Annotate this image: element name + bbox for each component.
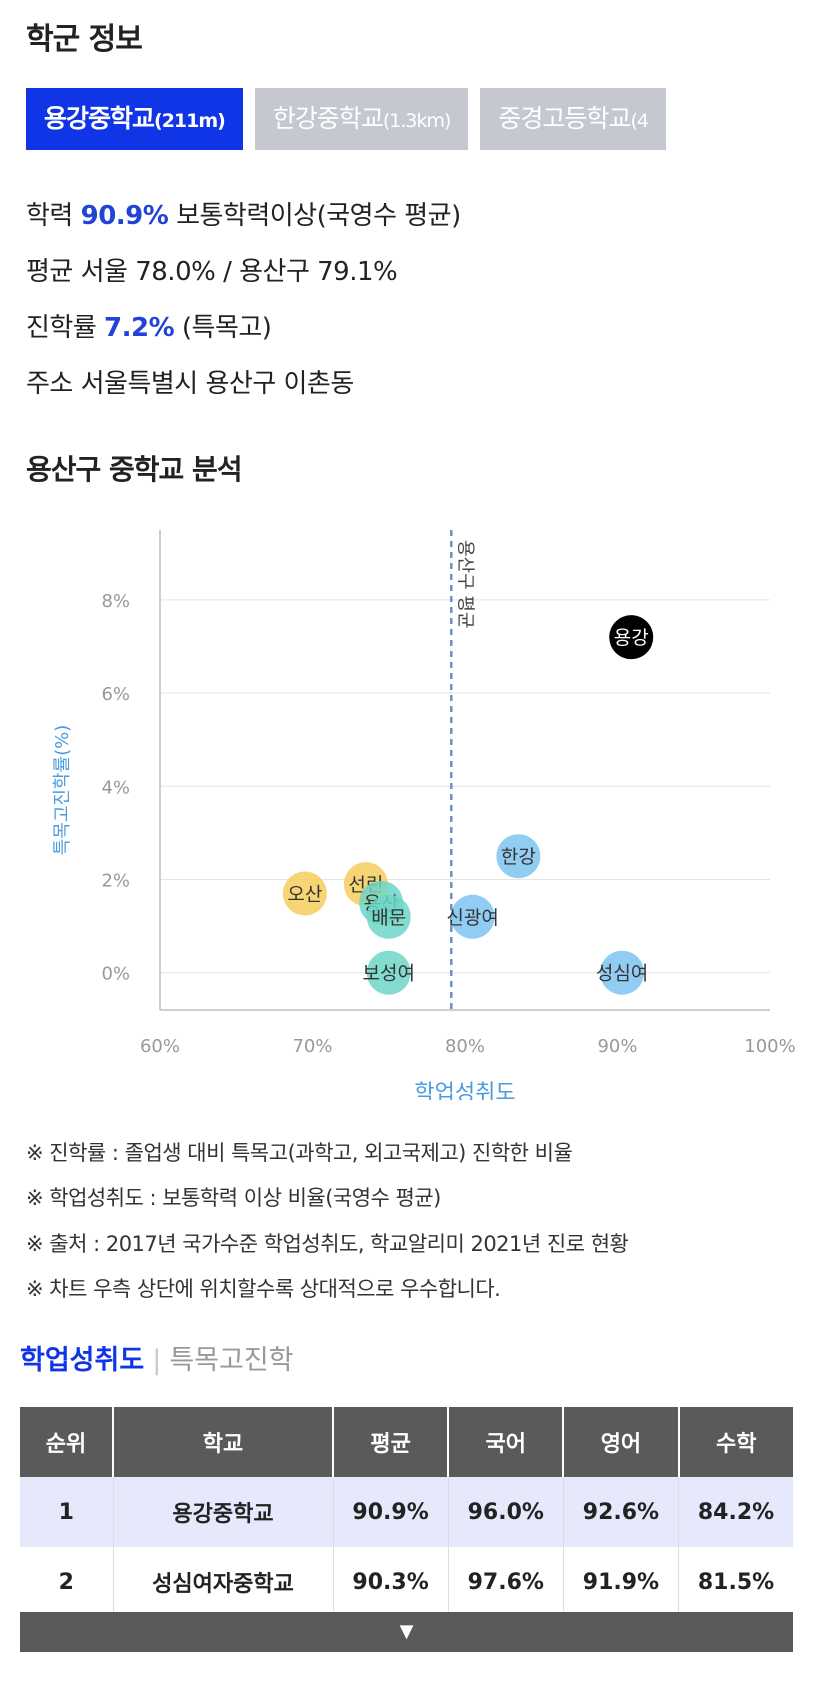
- data-point-label: 성심여: [596, 963, 648, 985]
- cell-english: 92.6%: [563, 1477, 680, 1547]
- expand-table-button[interactable]: ▼: [20, 1612, 793, 1652]
- header-math: 수학: [678, 1407, 793, 1477]
- advancement-row: 진학률 7.2% (특목고): [26, 307, 272, 344]
- tab-label: 중경고등학교: [498, 104, 631, 133]
- tab-achievement[interactable]: 학업성취도: [20, 1345, 145, 1376]
- analysis-title: 용산구 중학교 분석: [26, 453, 243, 486]
- chevron-down-icon: ▼: [399, 1621, 414, 1642]
- x-tick-label: 80%: [445, 1036, 485, 1057]
- data-point: 배문: [366, 894, 411, 939]
- address-row: 주소 서울특별시 용산구 이촌동: [26, 363, 354, 400]
- advancement-value: 7.2%: [104, 313, 175, 343]
- y-tick-label: 6%: [101, 684, 130, 705]
- tab-hangang[interactable]: 한강중학교(1.3km): [254, 88, 469, 150]
- academic-label: 학력: [26, 201, 73, 231]
- data-point-marker: [366, 894, 411, 939]
- table-header-row: 순위 학교 평균 국어 영어 수학: [20, 1407, 793, 1477]
- y-tick-label: 8%: [101, 591, 130, 612]
- header-school: 학교: [113, 1407, 334, 1477]
- cell-average: 90.3%: [333, 1547, 449, 1618]
- table-row[interactable]: 2 성심여자중학교 90.3% 97.6% 91.9% 81.5%: [20, 1547, 793, 1618]
- tab-distance: (1.3km): [382, 110, 452, 132]
- data-point-marker: [496, 834, 541, 879]
- data-point: 보성여: [363, 950, 415, 995]
- school-tabs: 용강중학교(211m) 한강중학교(1.3km) 중경고등학교(4: [26, 88, 801, 150]
- data-point-marker: [609, 615, 654, 660]
- academic-desc: 보통학력이상(국영수 평균): [176, 201, 461, 231]
- ranking-tabs: 학업성취도 | 특목고진학: [20, 1338, 294, 1377]
- academic-row: 학력 90.9% 보통학력이상(국영수 평균): [26, 195, 461, 232]
- tab-distance: (4: [630, 110, 648, 132]
- tab-yonggang[interactable]: 용강중학교(211m): [26, 88, 243, 150]
- note-hint: ※ 차트 우측 상단에 위치할수록 상대적으로 우수합니다.: [26, 1277, 501, 1301]
- cell-school: 용강중학교: [113, 1477, 334, 1547]
- data-point-marker: [600, 950, 645, 995]
- tab-label: 용강중학교: [44, 104, 155, 133]
- tab-advancement[interactable]: 특목고진학: [169, 1345, 294, 1376]
- y-tick-label: 2%: [101, 871, 130, 892]
- data-point-label: 오산: [287, 883, 322, 905]
- scatter-chart: 0% 2% 4% 6% 8% 60% 70% 80% 90% 100% 학업성취도 특목고진학률(%)…: [52, 530, 796, 1100]
- data-point-marker: [366, 950, 411, 995]
- cell-school: 성심여자중학교: [113, 1547, 334, 1618]
- data-point: 오산: [282, 871, 327, 916]
- note-source: ※ 출처 : 2017년 국가수준 학업성취도, 학교알리미 2021년 진로 …: [26, 1232, 629, 1256]
- data-point-marker: [450, 894, 495, 939]
- data-point: 한강: [496, 834, 541, 879]
- cell-rank: 2: [20, 1547, 114, 1618]
- header-average: 평균: [333, 1407, 450, 1477]
- y-axis-label: 특목고진학률(%): [52, 725, 73, 856]
- average-label: 평균: [26, 257, 73, 287]
- data-point-label: 배문: [371, 907, 406, 929]
- header-rank: 순위: [20, 1407, 114, 1477]
- reference-line-label: 용산구 평균: [454, 540, 475, 629]
- data-point-label: 보성여: [363, 963, 415, 985]
- note-achievement: ※ 학업성취도 : 보통학력 이상 비율(국영수 평균): [26, 1186, 441, 1210]
- ranking-table: 순위 학교 평균 국어 영어 수학 1 용강중학교 90.9% 96.0% 92…: [20, 1407, 793, 1618]
- average-value: 서울 78.0% / 용산구 79.1%: [80, 257, 398, 287]
- x-tick-label: 70%: [292, 1036, 332, 1057]
- cell-rank: 1: [20, 1477, 114, 1547]
- cell-math: 84.2%: [678, 1477, 793, 1547]
- advancement-desc: (특목고): [181, 313, 272, 343]
- cell-korean: 97.6%: [448, 1547, 564, 1618]
- x-tick-label: 60%: [140, 1036, 180, 1057]
- cell-english: 91.9%: [563, 1547, 680, 1618]
- tab-label: 한강중학교: [272, 104, 384, 133]
- tab-junggyeong[interactable]: 중경고등학교(4: [480, 88, 666, 150]
- table-row[interactable]: 1 용강중학교 90.9% 96.0% 92.6% 84.2%: [20, 1477, 793, 1547]
- data-point-label: 용강: [614, 627, 649, 649]
- address-label: 주소: [26, 369, 73, 399]
- advancement-label: 진학률: [26, 313, 97, 343]
- data-point-marker: [282, 871, 327, 916]
- tab-divider: |: [152, 1345, 162, 1376]
- y-tick-label: 0%: [101, 964, 130, 985]
- data-point-label: 한강: [501, 846, 536, 868]
- data-point: 신광여: [446, 894, 499, 939]
- cell-average: 90.9%: [333, 1477, 449, 1547]
- average-row: 평균 서울 78.0% / 용산구 79.1%: [26, 251, 398, 288]
- cell-math: 81.5%: [678, 1547, 793, 1618]
- y-tick-label: 4%: [101, 777, 130, 798]
- header-korean: 국어: [448, 1407, 565, 1477]
- data-point: 용강: [609, 615, 654, 660]
- note-advancement: ※ 진학률 : 졸업생 대비 특목고(과학고, 외고국제고) 진학한 비율: [26, 1141, 573, 1165]
- tab-distance: (211m): [154, 110, 226, 132]
- page-title: 학군 정보: [26, 22, 143, 57]
- x-tick-label: 100%: [744, 1036, 795, 1057]
- data-point-label: 신광여: [446, 907, 498, 929]
- address-value: 서울특별시 용산구 이촌동: [80, 369, 355, 399]
- academic-value: 90.9%: [80, 201, 169, 231]
- header-english: 영어: [563, 1407, 680, 1477]
- data-point: 성심여: [596, 950, 648, 995]
- x-axis-label: 학업성취도: [414, 1081, 515, 1100]
- cell-korean: 96.0%: [448, 1477, 564, 1547]
- x-tick-label: 90%: [597, 1036, 637, 1057]
